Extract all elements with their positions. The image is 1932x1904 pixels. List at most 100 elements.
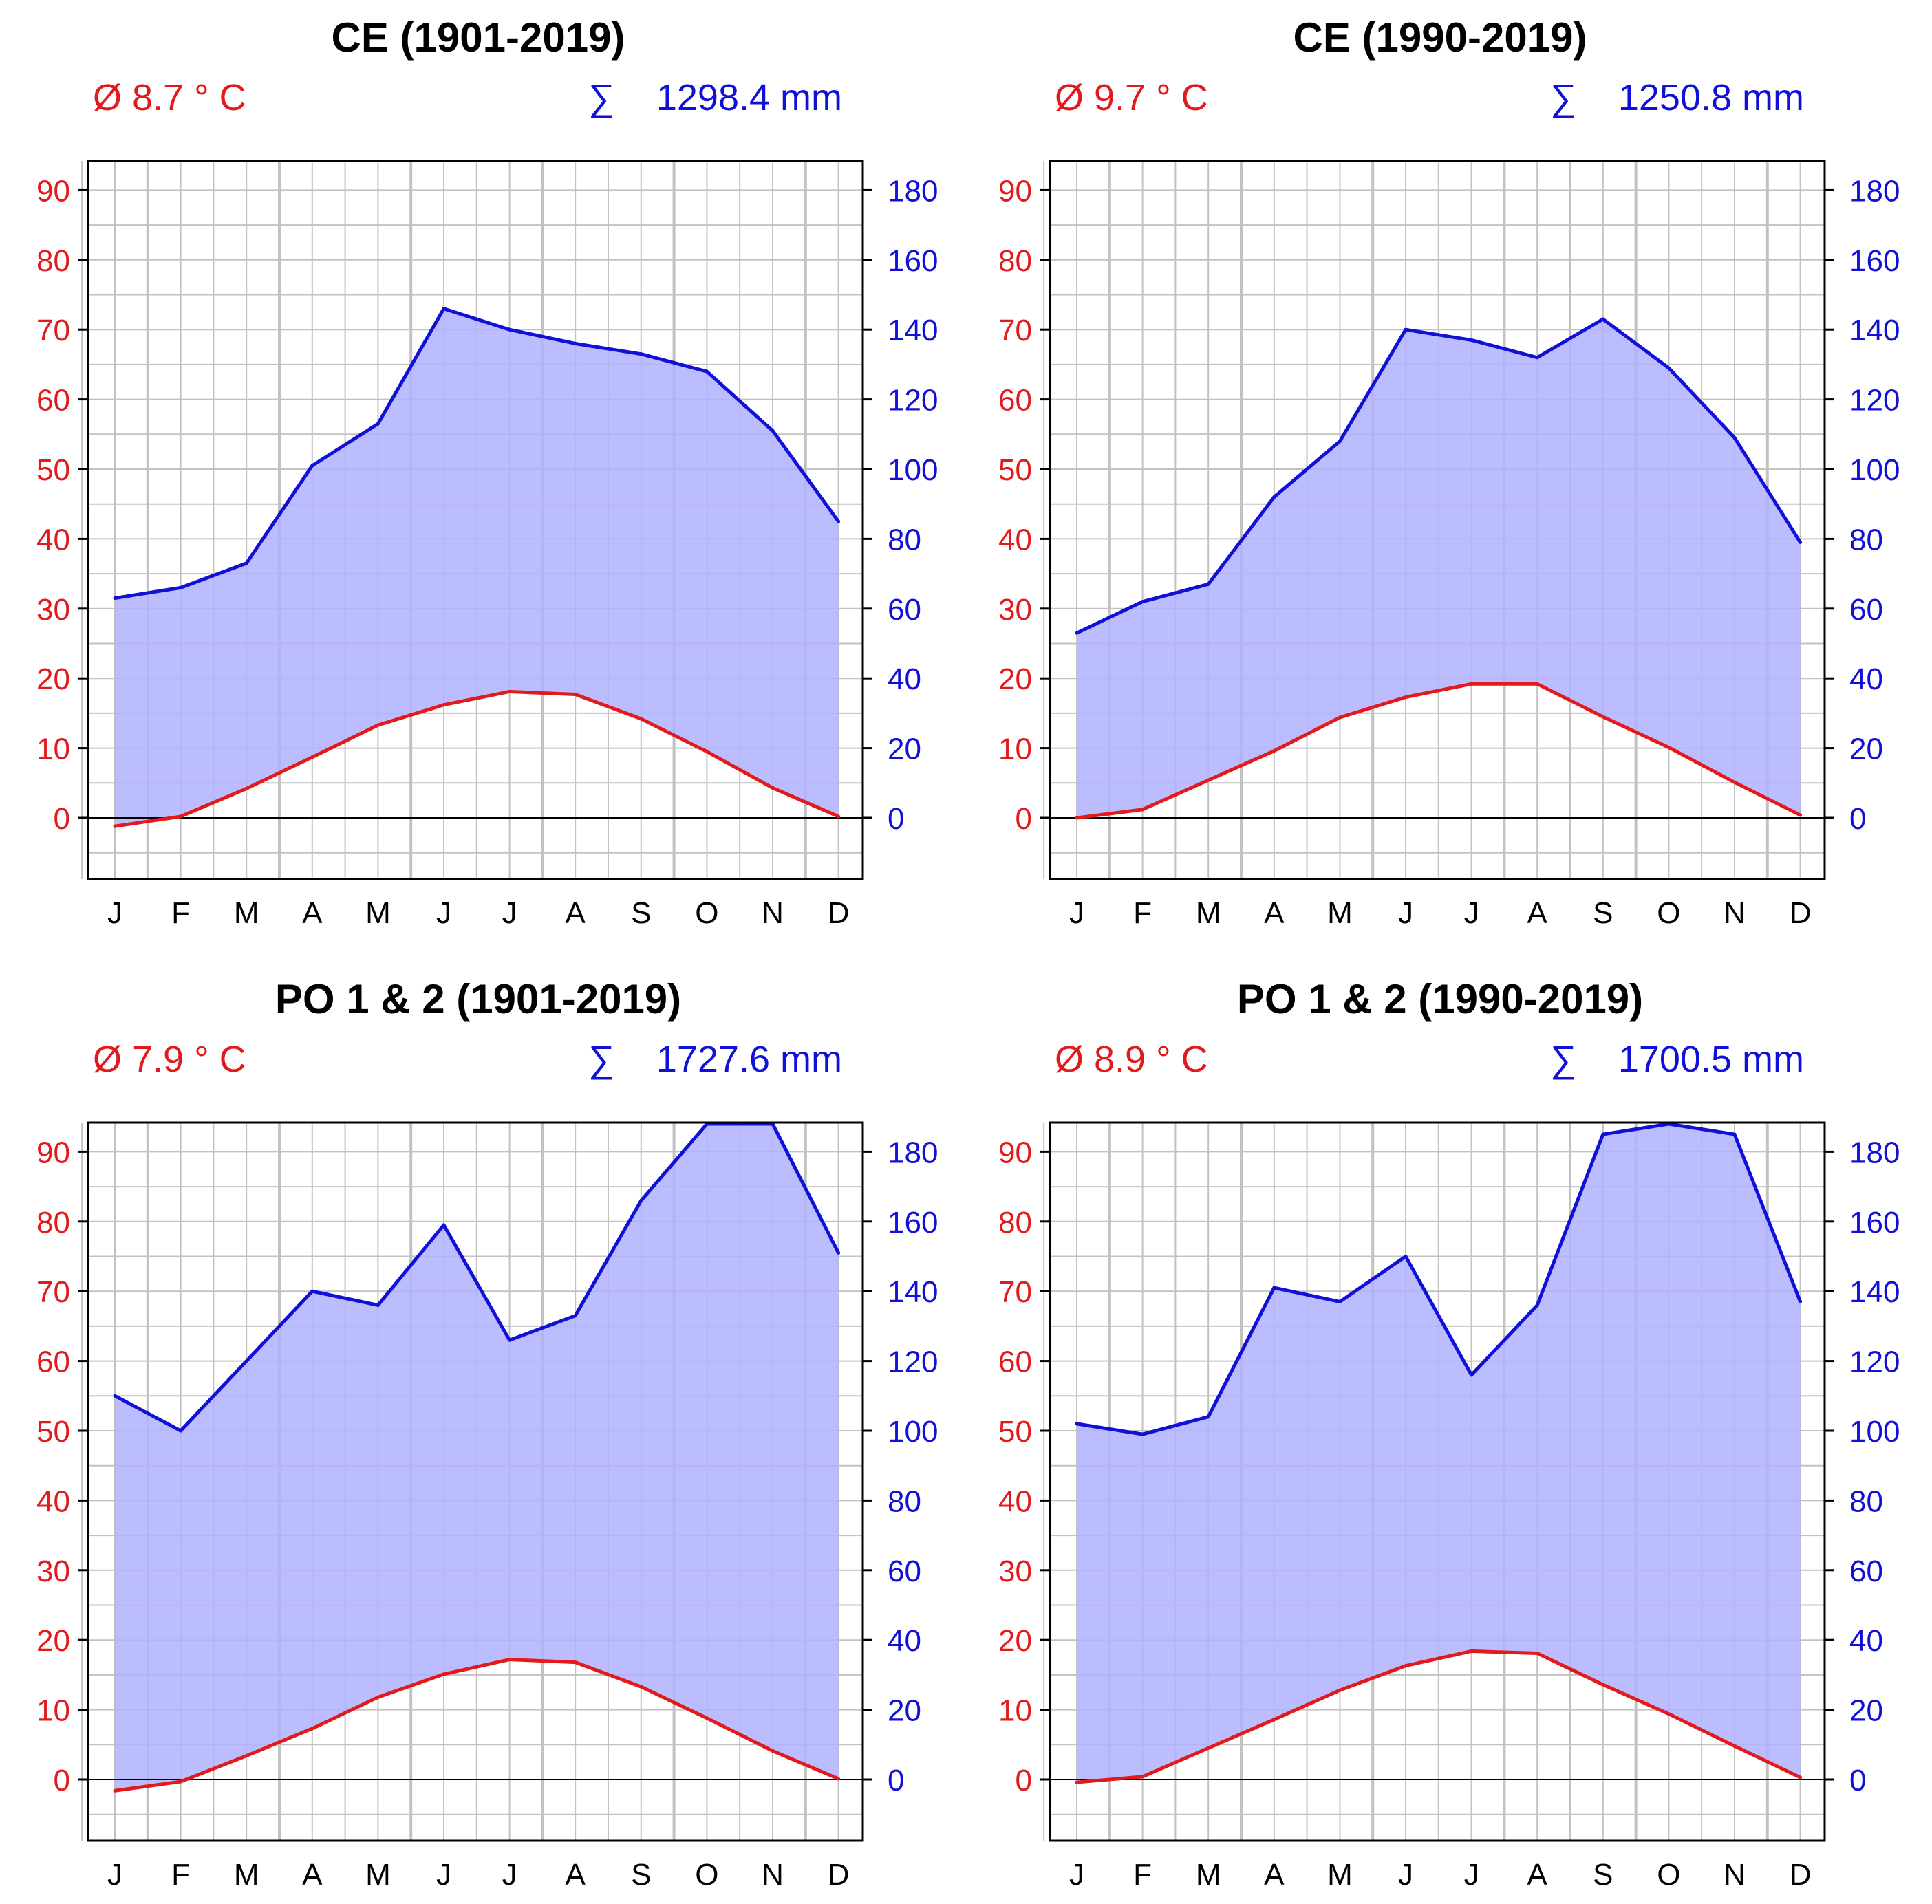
month-label: A (566, 896, 586, 930)
temperature-point (179, 814, 183, 819)
temperature-point (573, 693, 577, 697)
precipitation-point (639, 1198, 643, 1202)
temperature-tick-label: 10 (36, 1694, 70, 1728)
temperature-tick-label: 30 (36, 593, 70, 627)
temperature-point (244, 1754, 248, 1758)
temperature-tick-label: 10 (998, 1694, 1032, 1728)
precipitation-point (705, 369, 709, 374)
precipitation-sum-label: 1250.8 mm (1618, 77, 1804, 118)
temperature-tick-label: 30 (998, 1555, 1032, 1588)
temperature-tick-label: 20 (998, 1624, 1032, 1658)
precipitation-point (1338, 439, 1342, 443)
month-label: N (762, 1858, 784, 1892)
month-label: J (502, 896, 517, 930)
month-label: N (1724, 1858, 1746, 1892)
precipitation-tick-label: 20 (1849, 1694, 1883, 1728)
month-label: M (1196, 896, 1221, 930)
temperature-point (1601, 715, 1605, 719)
precipitation-tick-label: 80 (888, 1484, 921, 1518)
temperature-tick-label: 0 (1016, 1764, 1032, 1797)
precipitation-point (1601, 1132, 1605, 1136)
temperature-point (1732, 1744, 1737, 1748)
temperature-tick-label: 40 (998, 1484, 1032, 1518)
precipitation-tick-label: 0 (1849, 802, 1866, 836)
month-label: F (171, 1858, 190, 1892)
precipitation-tick-label: 80 (1849, 1484, 1883, 1518)
precipitation-line (1076, 1122, 1802, 1436)
precipitation-sum-label: 1727.6 mm (656, 1039, 842, 1080)
month-label: S (631, 1858, 651, 1892)
sum-symbol-icon: ∑ (588, 77, 615, 118)
temperature-point (442, 703, 446, 707)
month-label: J (1398, 1858, 1413, 1892)
temperature-point (1141, 1775, 1145, 1779)
precipitation-area (1077, 318, 1801, 818)
temperature-point (639, 717, 643, 721)
temperature-tick-label: 0 (1016, 802, 1032, 836)
precipitation-point (1732, 435, 1737, 440)
temperature-point (837, 814, 841, 819)
month-label: M (365, 1858, 391, 1892)
precipitation-point (113, 1394, 117, 1398)
temperature-mean-label: Ø 7.9 ° C (93, 1039, 246, 1080)
temperature-tick-label: 50 (998, 453, 1032, 487)
temperature-tick-label: 60 (36, 384, 70, 418)
month-label: O (1657, 1858, 1680, 1892)
precipitation-point (310, 464, 314, 468)
month-label: J (436, 1858, 451, 1892)
precipitation-tick-label: 80 (1849, 523, 1883, 556)
temperature-point (244, 786, 248, 790)
precipitation-line (1075, 317, 1802, 635)
precipitation-tick-label: 180 (888, 1136, 938, 1169)
temperature-point (639, 1685, 643, 1689)
precipitation-tick-label: 140 (1849, 1275, 1900, 1309)
temperature-tick-label: 70 (998, 1275, 1032, 1309)
month-label: D (1790, 896, 1812, 930)
precipitation-point (179, 1429, 183, 1433)
temperature-tick-label: 70 (998, 314, 1032, 347)
precipitation-tick-label: 120 (888, 1345, 938, 1379)
precipitation-sum-label: 1298.4 mm (656, 77, 842, 118)
precipitation-point (1470, 338, 1474, 342)
precipitation-tick-label: 120 (888, 384, 938, 418)
month-label: M (234, 896, 259, 930)
month-label: A (1527, 1858, 1548, 1892)
temperature-point (179, 1779, 183, 1784)
precipitation-point (1732, 1132, 1737, 1136)
temperature-tick-label: 60 (998, 1345, 1032, 1379)
precipitation-point (442, 307, 446, 311)
precipitation-tick-label: 40 (888, 662, 921, 696)
precipitation-tick-label: 160 (1849, 244, 1900, 278)
temperature-point (705, 1716, 709, 1720)
precipitation-tick-label: 180 (1849, 1136, 1900, 1169)
precipitation-tick-label: 20 (888, 733, 921, 766)
month-label: A (1264, 1858, 1285, 1892)
temperature-point (376, 723, 380, 727)
precipitation-point (573, 1314, 577, 1318)
precipitation-point (179, 585, 183, 589)
temperature-point (1799, 813, 1803, 817)
precipitation-point (573, 341, 577, 345)
temperature-point (1272, 749, 1276, 753)
precipitation-point (244, 561, 248, 565)
precipitation-point (1404, 327, 1408, 332)
temperature-point (113, 824, 117, 828)
precipitation-tick-label: 0 (888, 1764, 904, 1797)
temperature-tick-label: 70 (36, 1275, 70, 1309)
precipitation-point (1075, 1422, 1079, 1426)
precipitation-line (114, 1122, 840, 1433)
month-label: M (365, 896, 391, 930)
temperature-point (1666, 746, 1671, 750)
precipitation-tick-label: 120 (1849, 384, 1900, 418)
precipitation-point (639, 352, 643, 356)
precipitation-point (244, 1359, 248, 1363)
month-label: M (1196, 1858, 1221, 1892)
temperature-point (1535, 1651, 1539, 1655)
month-label: S (1593, 896, 1613, 930)
month-label: A (302, 896, 323, 930)
precipitation-point (376, 1303, 380, 1307)
precipitation-point (1206, 582, 1210, 586)
temperature-tick-label: 30 (36, 1555, 70, 1588)
month-label: A (1264, 896, 1285, 930)
temperature-point (508, 689, 512, 693)
